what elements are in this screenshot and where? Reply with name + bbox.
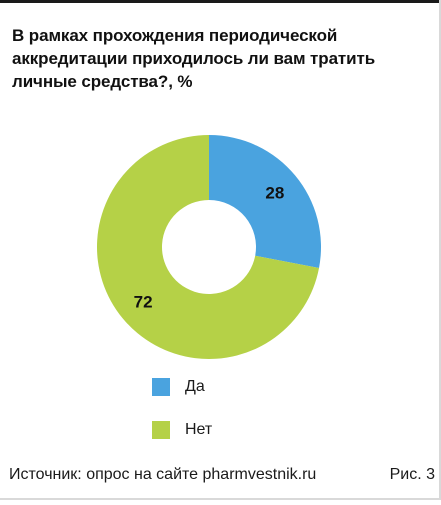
legend: Да Нет [152, 376, 212, 462]
right-divider [439, 0, 441, 500]
legend-swatch-yes [152, 378, 170, 396]
bottom-divider [0, 498, 441, 500]
donut-slice-no [97, 135, 320, 359]
donut-value-label-yes: 28 [265, 184, 284, 203]
legend-item-yes: Да [152, 376, 212, 398]
legend-label-yes: Да [185, 378, 205, 395]
chart-title: В рамках прохождения периодической аккре… [12, 26, 376, 91]
top-divider [0, 0, 441, 3]
figure-label: Рис. 3 [389, 466, 435, 483]
legend-item-no: Нет [152, 419, 212, 441]
legend-swatch-no [152, 421, 170, 439]
source-note: Источник: опрос на сайте pharmvestnik.ru [9, 466, 317, 483]
legend-label-no: Нет [185, 421, 213, 438]
donut-slice-yes [209, 135, 321, 268]
donut-value-label-no: 72 [134, 292, 153, 311]
